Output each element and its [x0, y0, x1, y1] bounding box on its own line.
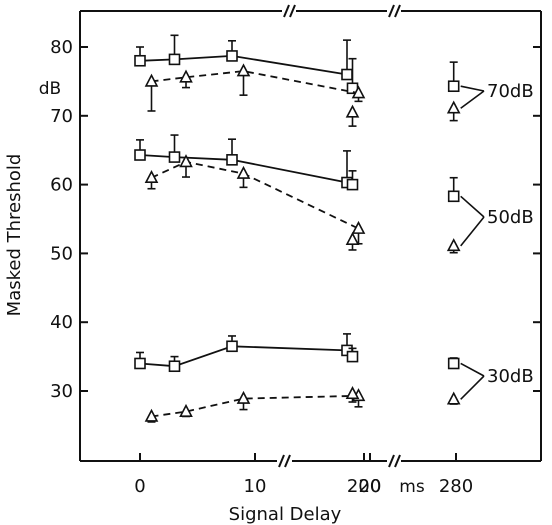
y-tick-label-30: 30 — [50, 381, 73, 402]
bottom-break-mark-2a — [388, 454, 395, 468]
series-70dB-square — [134, 34, 460, 95]
data-point-square — [346, 350, 359, 363]
series-70dB-triangle — [144, 63, 461, 127]
bottom-break-mark-2b — [394, 454, 401, 468]
bottom-break-mark-1b — [284, 454, 291, 468]
leader-line-30dB — [460, 375, 485, 400]
level-label-50dB: 50dB — [487, 207, 534, 228]
data-point-triangle — [236, 390, 251, 404]
data-point-square — [134, 54, 146, 67]
y-unit-label: dB — [39, 79, 61, 99]
leader-line-50dB — [460, 195, 485, 218]
leader-line-30dB — [460, 362, 485, 377]
data-point-square — [134, 357, 146, 370]
data-point-square — [447, 357, 460, 370]
data-point-square — [134, 149, 146, 161]
y-tick-label-70: 70 — [50, 106, 73, 127]
leader-line-50dB — [460, 216, 485, 247]
y-ticks: 30 40 50 60 70 80 — [50, 37, 541, 402]
data-point-triangle — [351, 220, 366, 234]
leader-line-70dB — [460, 90, 485, 109]
y-tick-label-40: 40 — [50, 312, 73, 333]
series-line-30dB-square — [139, 345, 348, 368]
y-tick-label-50: 50 — [50, 243, 73, 264]
leader-line-70dB — [460, 85, 485, 92]
y-tick-label-60: 60 — [50, 175, 73, 196]
data-point-triangle — [345, 386, 360, 400]
data-point-triangle — [236, 63, 251, 77]
data-point-square — [226, 154, 238, 166]
bottom-break-mark-1a — [278, 454, 285, 468]
data-point-square — [168, 360, 181, 373]
x-tick-label-280: 280 — [439, 476, 473, 497]
data-point-triangle — [179, 154, 193, 168]
y-axis-title: Masked Threshold — [4, 154, 25, 317]
data-point-square — [341, 68, 353, 81]
series-line-70dB-square — [139, 54, 348, 76]
data-point-square — [168, 53, 181, 66]
top-break-mark-1a — [283, 4, 290, 18]
level-label-70dB: 70dB — [487, 81, 534, 102]
data-point-triangle — [345, 104, 360, 118]
data-point-triangle — [144, 169, 159, 184]
x-tick-label-0: 0 — [134, 476, 145, 497]
series-50dB-square — [134, 134, 460, 203]
x-axis-title: Signal Delay — [229, 504, 342, 525]
data-point-square — [447, 80, 460, 93]
data-point-square — [226, 340, 238, 353]
data-point-square — [226, 50, 238, 62]
data-point-triangle — [179, 403, 193, 417]
top-break-mark-2b — [394, 4, 401, 18]
series-30dB-triangle — [144, 386, 461, 423]
plot-frame — [79, 10, 542, 462]
x-unit-label: ms — [399, 477, 425, 497]
data-point-triangle — [345, 231, 360, 245]
data-point-triangle — [144, 73, 159, 87]
x-tick-label-20: 20 — [359, 476, 382, 497]
x-tick-label-200: 200 — [347, 476, 381, 497]
top-break-mark-2a — [388, 4, 395, 18]
data-point-triangle — [179, 69, 193, 83]
level-labels: 70dB 50dB 30dB — [460, 81, 534, 400]
data-point-triangle — [446, 238, 461, 252]
data-point-triangle — [351, 85, 366, 99]
axis-breaks — [278, 4, 401, 468]
series-line-70dB-triangle — [151, 70, 359, 94]
series-30dB-square — [134, 333, 460, 373]
y-tick-label-80: 80 — [50, 37, 73, 58]
x-tick-label-10: 10 — [244, 476, 267, 497]
data-point-square — [168, 151, 181, 163]
data-point-triangle — [144, 408, 159, 422]
series-layer — [134, 34, 461, 423]
data-point-triangle — [236, 165, 251, 179]
series-50dB-triangle — [144, 154, 461, 254]
data-point-triangle — [446, 391, 461, 405]
data-point-triangle — [446, 100, 461, 114]
top-break-mark-1b — [289, 4, 296, 18]
series-line-50dB-triangle — [151, 160, 359, 230]
level-label-30dB: 30dB — [487, 366, 534, 387]
series-line-50dB-square — [139, 154, 348, 184]
series-line-30dB-triangle — [151, 394, 359, 418]
data-point-square — [447, 190, 460, 203]
data-point-square — [346, 178, 359, 191]
